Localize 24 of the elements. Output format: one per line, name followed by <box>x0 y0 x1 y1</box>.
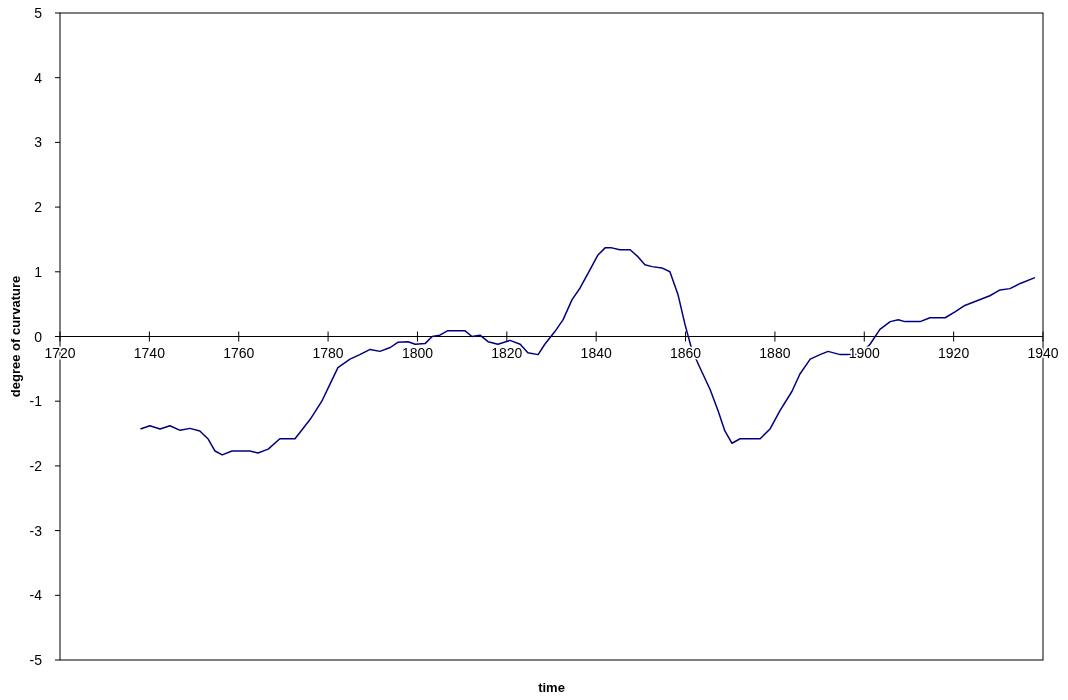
y-tick-label: -2 <box>29 457 43 474</box>
y-tick-label: 4 <box>34 69 43 86</box>
y-tick-label: 3 <box>34 134 43 151</box>
y-tick-label: -5 <box>29 652 43 668</box>
x-tick-label: 1720 <box>44 344 76 361</box>
x-tick-label: 1940 <box>1027 344 1059 361</box>
x-tick-label: 1800 <box>401 344 434 361</box>
y-tick-label: 0 <box>34 328 43 345</box>
y-tick-label: 2 <box>34 199 43 216</box>
x-tick-label: 1760 <box>223 344 255 361</box>
y-tick-label: 1 <box>34 263 43 280</box>
x-tick-label: 1740 <box>133 344 166 361</box>
x-tick-label: 1920 <box>938 344 970 361</box>
x-tick-label: 1820 <box>491 344 523 361</box>
x-tick-label: 1880 <box>759 344 791 361</box>
y-tick-label: -4 <box>29 587 43 604</box>
x-axis-title: time <box>538 680 565 695</box>
y-tick-label: -1 <box>29 393 43 410</box>
y-tick-label: -3 <box>29 522 43 539</box>
x-tick-label: 1780 <box>312 344 344 361</box>
y-tick-label: 5 <box>34 5 43 21</box>
x-tick-label: 1840 <box>580 344 612 361</box>
y-axis-title: degree of curvature <box>8 275 23 398</box>
x-tick-label: 1900 <box>848 344 881 361</box>
